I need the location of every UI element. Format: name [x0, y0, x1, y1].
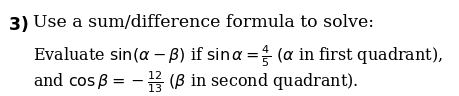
Text: Use a sum/difference formula to solve:: Use a sum/difference formula to solve:: [33, 14, 374, 31]
Text: and $\cos\beta = -\frac{12}{13}$ $(\beta$ in second quadrant).: and $\cos\beta = -\frac{12}{13}$ $(\beta…: [33, 69, 358, 95]
Text: $\mathbf{3)}$: $\mathbf{3)}$: [8, 14, 28, 34]
Text: Evaluate $\sin(\alpha - \beta)$ if $\sin\alpha = \frac{4}{5}$ $(\alpha$ in first: Evaluate $\sin(\alpha - \beta)$ if $\sin…: [33, 44, 443, 69]
